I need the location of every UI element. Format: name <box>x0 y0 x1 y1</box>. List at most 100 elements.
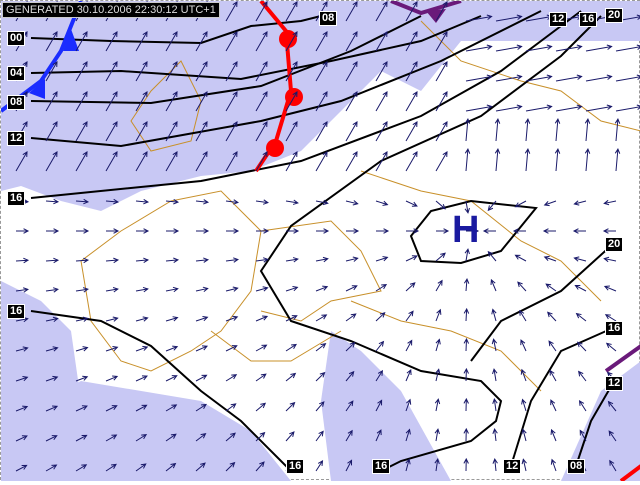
wind-arrow <box>226 228 240 234</box>
wind-arrow <box>405 120 418 142</box>
wind-arrow <box>615 74 640 82</box>
wind-arrow <box>225 461 236 472</box>
wind-arrow <box>195 150 208 172</box>
wind-arrow <box>435 90 448 112</box>
wind-arrow <box>555 74 583 82</box>
isobar-label: 08 <box>567 459 586 474</box>
wind-arrow <box>605 342 617 352</box>
wind-arrow <box>165 150 178 172</box>
wind-arrow <box>584 147 591 172</box>
wind-arrow <box>255 120 268 142</box>
wind-arrow <box>225 257 240 263</box>
wind-arrow <box>285 315 298 322</box>
wind-arrow <box>195 257 210 263</box>
wind-arrow <box>105 463 117 472</box>
wind-arrow <box>614 147 621 172</box>
wind-arrow <box>607 400 617 412</box>
wind-arrow <box>405 90 418 112</box>
isobar-label: 12 <box>605 376 624 391</box>
wind-arrow <box>463 427 469 442</box>
wind-arrow <box>195 316 209 322</box>
isobar-label: 00 <box>7 31 26 46</box>
wind-arrow <box>255 431 266 442</box>
wind-arrow <box>375 120 388 142</box>
wind-arrow <box>225 286 239 292</box>
wind-arrow <box>105 150 118 172</box>
wind-arrow <box>135 316 149 322</box>
wind-arrow <box>375 284 388 292</box>
wind-arrow <box>255 344 268 352</box>
wind-arrow <box>345 256 359 262</box>
wind-arrow <box>255 30 268 52</box>
isobar-label: 16 <box>7 191 26 206</box>
wind-arrow <box>495 74 523 82</box>
wind-arrow <box>463 397 469 412</box>
wind-arrow <box>195 462 206 472</box>
wind-arrow <box>405 30 418 52</box>
wind-arrow <box>285 30 298 52</box>
wind-arrow <box>255 315 269 322</box>
wind-arrow <box>165 316 179 322</box>
wind-arrow <box>375 311 386 322</box>
wind-arrow <box>285 0 298 22</box>
wind-arrow <box>15 375 29 382</box>
wind-arrow <box>316 228 330 234</box>
wind-arrow <box>105 257 120 264</box>
wind-arrow <box>405 339 413 352</box>
wind-arrow <box>315 314 328 322</box>
wind-arrow <box>195 286 209 292</box>
wind-arrow <box>75 90 88 112</box>
wind-arrow <box>225 315 239 322</box>
wind-arrow <box>135 345 149 352</box>
wind-arrow <box>225 0 238 22</box>
wind-arrow <box>45 198 60 205</box>
wind-arrow <box>492 398 498 412</box>
wind-arrow <box>196 228 210 234</box>
wind-arrow <box>464 117 471 142</box>
wind-arrow <box>285 286 299 292</box>
wind-arrow <box>576 341 587 352</box>
wind-arrow <box>550 399 557 412</box>
wind-arrow <box>285 372 297 382</box>
wind-arrow <box>75 198 90 205</box>
wind-arrow <box>135 257 150 264</box>
wind-arrow <box>255 461 265 472</box>
wind-arrow <box>615 104 640 112</box>
wind-arrow <box>135 120 148 142</box>
wind-arrow <box>555 44 583 52</box>
wind-arrow <box>492 457 498 472</box>
wind-arrow <box>165 345 179 352</box>
wind-arrow <box>345 0 358 22</box>
wind-arrow <box>608 430 617 442</box>
wind-arrow <box>543 255 557 262</box>
wind-arrow <box>195 345 209 352</box>
wind-arrow <box>554 147 561 172</box>
wind-arrow <box>435 30 448 52</box>
isobar-label: 16 <box>7 304 26 319</box>
wind-arrow <box>405 398 412 412</box>
wind-arrow <box>46 228 60 234</box>
wind-arrow <box>75 316 89 322</box>
wind-arrow <box>106 228 120 234</box>
wind-arrow <box>75 60 88 82</box>
wind-arrow <box>45 435 58 442</box>
wind-arrow <box>463 337 470 352</box>
wind-arrow <box>315 150 328 172</box>
wind-arrow <box>487 250 497 262</box>
wind-arrow <box>105 90 118 112</box>
wind-arrow <box>345 459 353 472</box>
wind-arrow <box>514 200 527 208</box>
wind-arrow <box>584 117 591 142</box>
wind-arrow <box>435 120 448 142</box>
wind-arrow <box>105 434 118 442</box>
wind-arrow <box>524 147 531 172</box>
wind-arrow <box>609 459 617 472</box>
high-pressure-marker: H <box>452 209 480 251</box>
wind-arrow <box>315 371 326 382</box>
wind-arrow <box>105 316 119 322</box>
wind-arrow <box>521 398 527 412</box>
wind-arrow <box>105 198 120 205</box>
wind-arrow <box>285 120 298 142</box>
wind-arrow <box>375 200 389 206</box>
